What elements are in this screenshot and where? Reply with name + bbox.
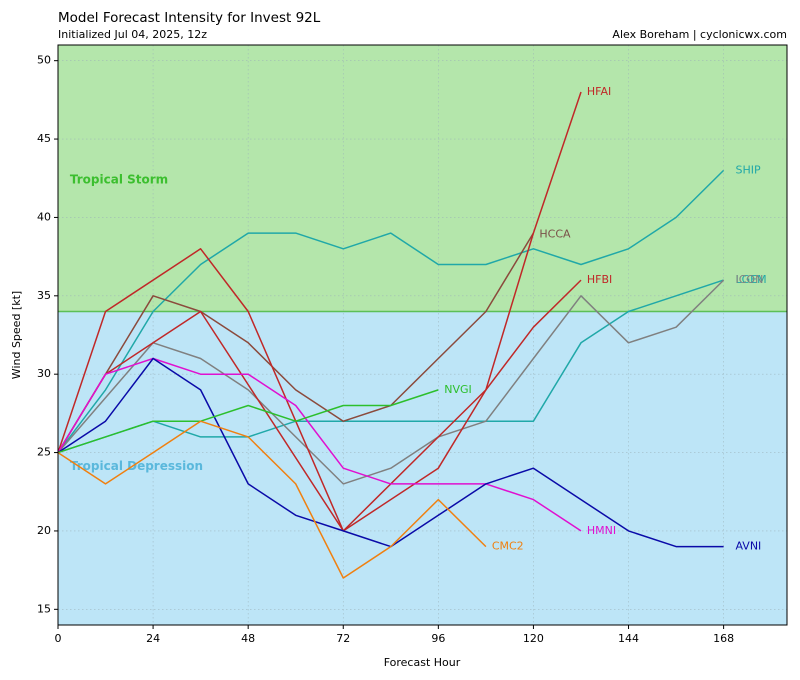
x-tick-label-72: 72 — [336, 632, 350, 645]
y-tick-label-15: 15 — [37, 602, 51, 615]
y-axis-label: Wind Speed [kt] — [10, 291, 23, 379]
y-tick-label-20: 20 — [37, 524, 51, 537]
y-tick-label-35: 35 — [37, 289, 51, 302]
series-label-hfbi: HFBI — [587, 273, 612, 286]
plot-background — [58, 45, 787, 625]
series-line-icon — [57, 279, 725, 485]
axes: 0 24 48 72 96 120 144 168 15 20 25 30 35 40 45 50 — [37, 44, 788, 645]
zone-labels: Tropical Storm Tropical Depression — [70, 172, 203, 473]
zone-band-1 — [58, 311, 787, 625]
series-label-ship: SHIP — [735, 163, 760, 176]
series-line-ship — [57, 169, 725, 454]
series-line-hmni — [57, 357, 582, 532]
zone-label-0: Tropical Storm — [70, 172, 168, 186]
series-label-lgem: LGEM — [735, 273, 766, 286]
x-tick-label-48: 48 — [241, 632, 255, 645]
x-axis-label: Forecast Hour — [384, 656, 461, 669]
series-line-lgem — [57, 279, 724, 454]
series-label-icon: ICON — [735, 273, 763, 286]
series-label-hfai: HFAI — [587, 85, 611, 98]
series-line-hcca — [57, 232, 535, 453]
x-tick-label-24: 24 — [146, 632, 160, 645]
x-tick-label-0: 0 — [55, 632, 62, 645]
x-tick-label-144: 144 — [618, 632, 639, 645]
y-tick-label-45: 45 — [37, 132, 51, 145]
series-lines — [57, 91, 725, 579]
y-tick-label-25: 25 — [37, 446, 51, 459]
chart-credit: Alex Boreham | cyclonicwx.com — [612, 28, 787, 41]
plot-frame — [57, 44, 788, 626]
y-tick-label-50: 50 — [37, 54, 51, 67]
y-tick-label-40: 40 — [37, 210, 51, 223]
series-label-avni: AVNI — [735, 540, 761, 553]
series-line-cmc2 — [57, 420, 487, 579]
zone-label-1: Tropical Depression — [70, 459, 203, 473]
series-label-nvgi: NVGI — [444, 383, 472, 396]
zone-band-0 — [58, 45, 787, 312]
x-tick-label-168: 168 — [713, 632, 734, 645]
y-tick-label-30: 30 — [37, 367, 51, 380]
series-label-hmni: HMNI — [587, 524, 616, 537]
chart-title: Model Forecast Intensity for Invest 92L — [58, 10, 321, 26]
series-label-cmc2: CMC2 — [492, 540, 524, 553]
x-tick-label-120: 120 — [523, 632, 544, 645]
series-line-nvgi — [57, 389, 439, 454]
x-tick-label-96: 96 — [431, 632, 445, 645]
series-label-hcca: HCCA — [539, 228, 571, 241]
chart-subtitle: Initialized Jul 04, 2025, 12z — [58, 28, 207, 41]
